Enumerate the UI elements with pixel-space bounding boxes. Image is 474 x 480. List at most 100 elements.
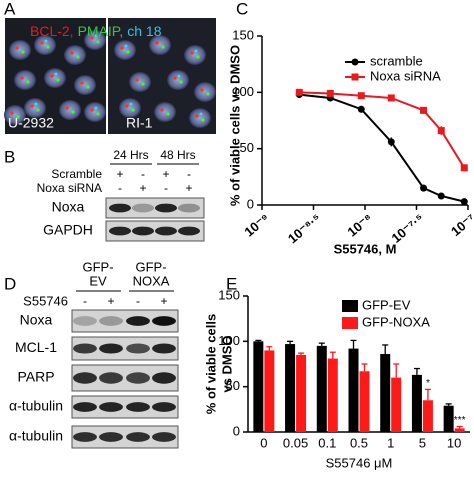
bar <box>391 377 402 432</box>
signal <box>71 110 75 114</box>
point <box>357 92 365 100</box>
band-label: Noxa <box>20 312 53 328</box>
band <box>154 203 178 213</box>
panel-label: E <box>226 274 237 293</box>
bar <box>443 405 454 432</box>
cell <box>149 35 171 55</box>
cell <box>64 45 86 65</box>
bar <box>348 348 359 432</box>
band <box>126 372 150 384</box>
cell-line: RI-1 <box>126 115 153 131</box>
band <box>99 402 123 412</box>
sign: + <box>185 181 192 195</box>
band <box>126 316 150 326</box>
signal <box>120 46 124 50</box>
significance: * <box>426 378 430 389</box>
x-axis-label: S55746 μM <box>326 455 393 470</box>
band <box>73 316 97 326</box>
stain-name: PMAIP, <box>78 23 124 39</box>
x-tick-label: 10⁻⁷ <box>448 210 474 239</box>
cell <box>167 70 189 90</box>
signal <box>177 74 181 78</box>
band <box>73 432 97 442</box>
band <box>152 402 176 412</box>
band-label: PARP <box>17 369 54 385</box>
time-label: 24 Hrs <box>113 148 148 162</box>
point <box>420 184 428 192</box>
y-tick-label: 0 <box>247 196 254 211</box>
cell <box>59 100 81 120</box>
x-tick-label: 1 <box>387 435 394 450</box>
band <box>126 432 150 442</box>
bar <box>454 428 465 432</box>
panel-label: A <box>4 0 16 18</box>
stain-name: BCL-2, <box>30 23 74 39</box>
x-tick-label: 10⁻⁸ <box>344 210 375 239</box>
stain-name: ch 18 <box>127 23 161 39</box>
cell <box>194 82 216 102</box>
band <box>152 343 176 354</box>
band-label: GAPDH <box>43 222 93 238</box>
signal <box>36 108 40 112</box>
band <box>126 402 150 412</box>
x-tick-label: 10⁻⁸·⁵ <box>285 210 324 246</box>
signal <box>54 72 58 76</box>
signal <box>125 104 129 108</box>
legend-label: GFP-EV <box>362 297 411 312</box>
bar <box>327 358 338 432</box>
band <box>177 203 201 213</box>
band <box>154 226 178 236</box>
sign: + <box>107 294 114 308</box>
bar <box>253 341 264 432</box>
signal <box>16 115 20 119</box>
signal <box>196 55 200 59</box>
signal <box>80 81 84 85</box>
blot <box>71 336 179 361</box>
signal <box>40 41 44 45</box>
band <box>177 226 201 236</box>
bar <box>285 344 296 432</box>
sign: - <box>187 167 191 181</box>
point <box>460 198 468 206</box>
signal <box>90 108 94 112</box>
signal <box>94 106 98 110</box>
signal <box>21 50 25 54</box>
sign: + <box>162 167 169 181</box>
sign: - <box>118 181 122 195</box>
sign: + <box>160 294 167 308</box>
cell <box>184 45 206 65</box>
legend-label: GFP-NOXA <box>362 314 430 329</box>
cell <box>129 72 151 92</box>
signal <box>34 102 38 106</box>
band <box>73 372 97 384</box>
group-label: GFP- <box>82 259 113 274</box>
point <box>437 127 445 135</box>
cell <box>84 102 106 122</box>
cell <box>74 75 96 95</box>
signal <box>129 102 133 106</box>
y-axis-label: vs DMSO <box>219 335 234 392</box>
point <box>387 138 395 146</box>
band <box>99 432 123 442</box>
band <box>152 316 176 326</box>
band <box>152 372 176 384</box>
x-tick-label: 5 <box>419 435 426 450</box>
band <box>152 432 176 442</box>
cell <box>24 98 46 118</box>
band <box>73 402 97 412</box>
signal <box>94 34 98 38</box>
point <box>387 94 395 102</box>
group-label: NOXA <box>133 273 170 288</box>
y-tick-label: 50 <box>226 378 240 393</box>
signal <box>15 46 19 50</box>
y-tick-label: 150 <box>218 287 240 302</box>
signal <box>86 85 90 89</box>
sign: - <box>164 181 168 195</box>
panel-label: D <box>4 274 16 293</box>
cells <box>4 30 216 128</box>
signal <box>65 106 69 110</box>
signal <box>124 44 128 48</box>
y-axis-label: % of viable cells vs DMSO <box>227 45 242 206</box>
